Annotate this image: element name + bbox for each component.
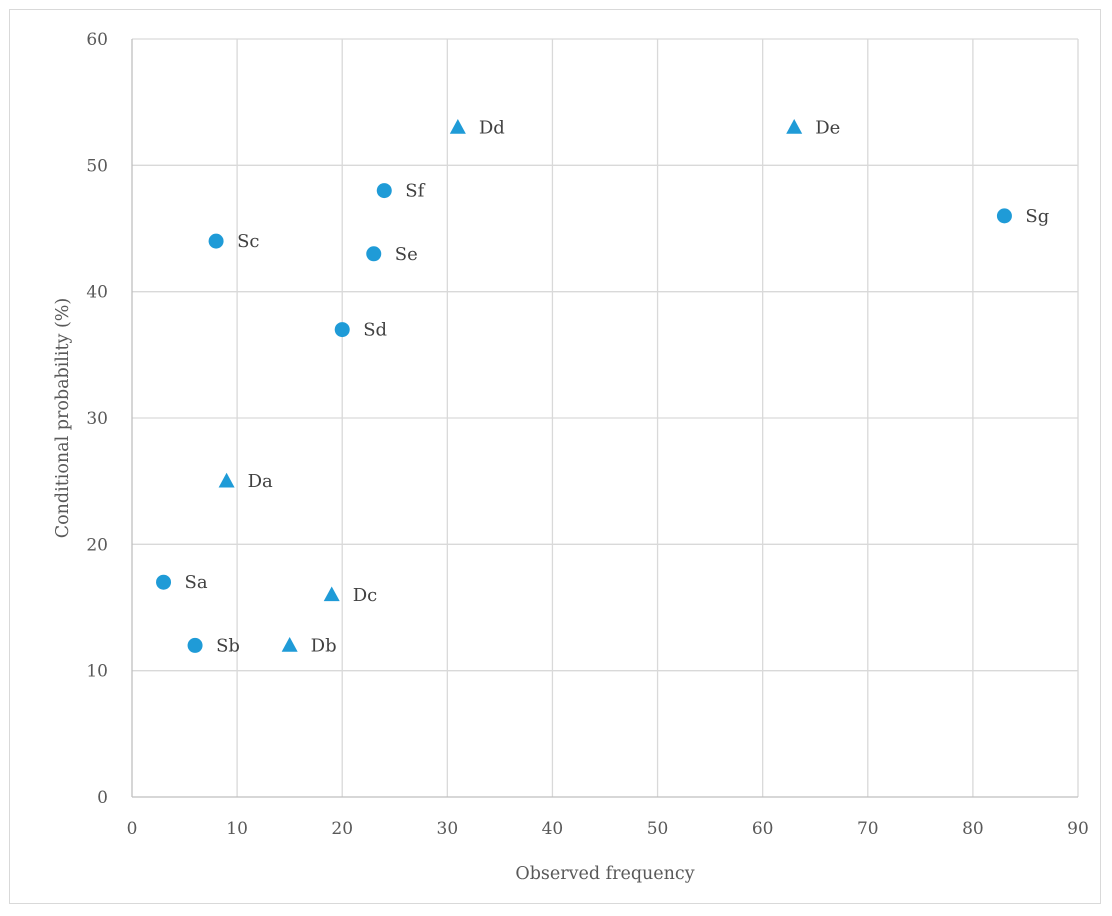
tick-labels: 0 10 20 30 40 50 60 0 10 20 30 40 50 60 70 80 90 [86, 30, 1088, 839]
point-label-de: De [815, 117, 840, 138]
circle-point-sc [208, 233, 224, 249]
x-tick-label: 90 [1067, 819, 1089, 839]
triangle-point-db [281, 637, 298, 652]
grid-layer [132, 38, 1079, 797]
circle-point-sf [376, 183, 392, 199]
point-label-sa: Sa [185, 572, 208, 593]
y-tick-label: 20 [86, 535, 108, 555]
point-label-se: Se [395, 244, 418, 265]
y-tick-label: 50 [86, 156, 108, 176]
triangle-point-dd [449, 119, 466, 134]
circle-point-se [366, 246, 382, 262]
x-tick-label: 40 [542, 819, 564, 839]
x-tick-label: 20 [331, 819, 353, 839]
x-tick-label: 50 [647, 819, 669, 839]
x-tick-label: 60 [752, 819, 774, 839]
point-label-sf: Sf [405, 181, 425, 202]
y-tick-label: 0 [97, 788, 108, 808]
y-tick-label: 10 [86, 662, 108, 682]
chart-frame [9, 9, 1101, 904]
x-tick-label: 10 [226, 819, 248, 839]
circle-point-sa [156, 574, 172, 590]
point-label-da: Da [248, 471, 273, 492]
x-tick-label: 30 [437, 819, 459, 839]
x-axis-title: Observed frequency [515, 864, 694, 884]
point-label-sg: Sg [1025, 206, 1049, 227]
point-label-sd: Sd [363, 320, 387, 341]
triangle-point-de [786, 119, 803, 134]
point-label-dd: Dd [479, 117, 505, 138]
circle-point-sg [996, 208, 1012, 224]
point-label-sb: Sb [216, 635, 240, 656]
point-label-db: Db [311, 635, 337, 656]
point-label-dc: Dc [353, 585, 378, 606]
triangle-point-dc [323, 586, 340, 602]
triangle-point-da [218, 472, 235, 488]
axis-layer [131, 39, 1078, 798]
y-tick-label: 30 [86, 409, 108, 429]
x-tick-label: 80 [962, 819, 984, 839]
x-tick-label: 0 [127, 819, 138, 839]
y-axis-title: Conditional probability (%) [53, 298, 73, 539]
y-tick-label: 60 [86, 30, 108, 50]
x-tick-label: 70 [857, 819, 879, 839]
point-label-sc: Sc [237, 231, 259, 252]
y-tick-label: 40 [86, 283, 108, 303]
data-points: Sa Sb Sc Sd Se Sf Sg Da Db Dc Dd De [156, 117, 1049, 656]
circle-point-sd [334, 322, 350, 338]
circle-point-sb [187, 637, 203, 653]
